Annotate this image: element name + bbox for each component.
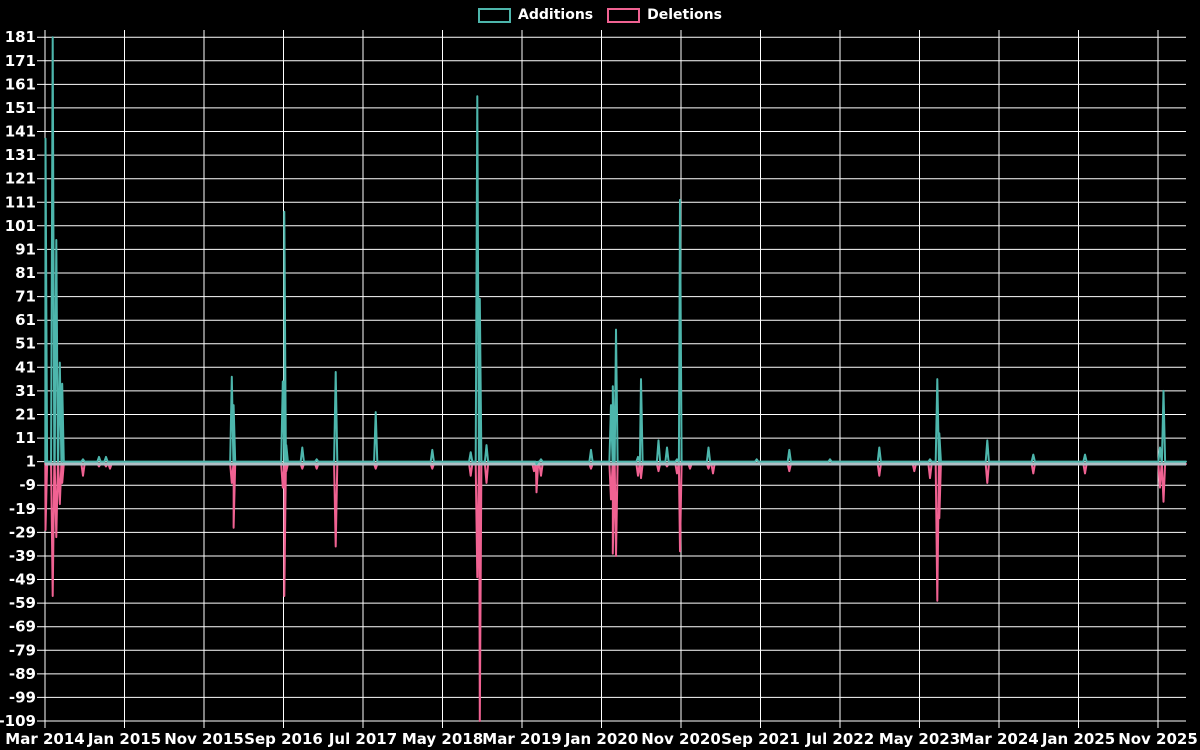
svg-text:181: 181 — [5, 28, 36, 46]
svg-text:Sep 2021: Sep 2021 — [721, 730, 800, 748]
svg-text:Jul 2017: Jul 2017 — [328, 730, 397, 748]
legend-label-additions: Additions — [518, 7, 594, 23]
svg-text:-109: -109 — [0, 712, 36, 730]
svg-text:-39: -39 — [9, 547, 36, 565]
x-tick-labels: Mar 2014 Jan 2015 Nov 2015 Sep 2016 Jul 2017… — [5, 730, 1198, 748]
svg-text:21: 21 — [15, 406, 36, 424]
svg-text:31: 31 — [15, 382, 36, 400]
legend-item-additions[interactable]: Additions — [478, 6, 593, 24]
legend-item-deletions[interactable]: Deletions — [607, 6, 722, 24]
svg-text:-69: -69 — [9, 618, 36, 636]
svg-text:61: 61 — [15, 311, 36, 329]
svg-text:141: 141 — [5, 123, 36, 141]
svg-text:131: 131 — [5, 146, 36, 164]
svg-text:Jul 2022: Jul 2022 — [805, 730, 874, 748]
svg-text:Jan 2015: Jan 2015 — [87, 730, 161, 748]
legend-label-deletions: Deletions — [647, 7, 722, 23]
svg-text:Sep 2016: Sep 2016 — [244, 730, 323, 748]
svg-text:1: 1 — [26, 453, 36, 471]
svg-text:-19: -19 — [9, 500, 36, 518]
svg-text:91: 91 — [15, 240, 36, 258]
svg-text:Nov 2015: Nov 2015 — [164, 730, 244, 748]
svg-text:11: 11 — [15, 429, 36, 447]
y-tick-labels: 1811711611511411311211111019181716151413… — [0, 28, 36, 730]
svg-text:101: 101 — [5, 217, 36, 235]
svg-text:Mar 2014: Mar 2014 — [5, 730, 84, 748]
svg-text:Jan 2025: Jan 2025 — [1041, 730, 1115, 748]
svg-text:81: 81 — [15, 264, 36, 282]
svg-text:151: 151 — [5, 99, 36, 117]
chart-legend: Additions Deletions — [0, 6, 1200, 24]
deletions-swatch-icon — [607, 7, 641, 23]
svg-text:-29: -29 — [9, 523, 36, 541]
svg-text:-89: -89 — [9, 665, 36, 683]
svg-text:Mar 2019: Mar 2019 — [482, 730, 561, 748]
svg-text:111: 111 — [5, 193, 36, 211]
svg-text:-79: -79 — [9, 641, 36, 659]
additions-swatch-icon — [478, 7, 512, 23]
svg-text:71: 71 — [15, 288, 36, 306]
deletions-line — [44, 463, 1187, 722]
svg-text:161: 161 — [5, 75, 36, 93]
v-gridlines — [44, 30, 1159, 728]
svg-text:41: 41 — [15, 358, 36, 376]
svg-text:-59: -59 — [9, 594, 36, 612]
svg-text:-49: -49 — [9, 571, 36, 589]
svg-text:51: 51 — [15, 335, 36, 353]
svg-text:Nov 2025: Nov 2025 — [1118, 730, 1198, 748]
svg-text:-9: -9 — [19, 476, 36, 494]
svg-text:Nov 2020: Nov 2020 — [641, 730, 721, 748]
svg-text:-99: -99 — [9, 688, 36, 706]
h-gridlines — [37, 36, 1186, 722]
svg-text:121: 121 — [5, 170, 36, 188]
svg-text:171: 171 — [5, 52, 36, 70]
svg-text:May 2023: May 2023 — [879, 730, 960, 748]
svg-text:May 2018: May 2018 — [402, 730, 483, 748]
svg-text:Mar 2024: Mar 2024 — [959, 730, 1038, 748]
svg-text:Jan 2020: Jan 2020 — [564, 730, 638, 748]
additions-line — [44, 36, 1187, 465]
